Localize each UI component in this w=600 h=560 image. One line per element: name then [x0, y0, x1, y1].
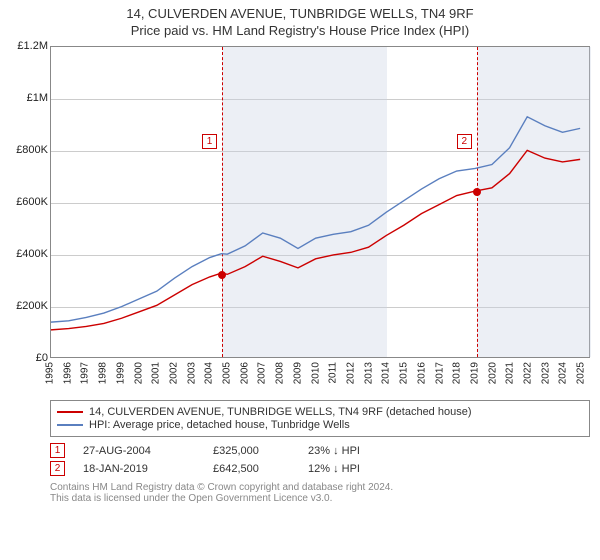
transaction-badge: 1 — [202, 134, 217, 149]
legend-label-price-paid: 14, CULVERDEN AVENUE, TUNBRIDGE WELLS, T… — [89, 406, 472, 418]
y-tick-label: £1M — [10, 92, 48, 104]
x-tick-label: 2024 — [558, 362, 569, 384]
legend: 14, CULVERDEN AVENUE, TUNBRIDGE WELLS, T… — [50, 400, 590, 437]
y-tick-label: £0 — [10, 352, 48, 364]
footer-line1: Contains HM Land Registry data © Crown c… — [50, 482, 590, 493]
y-tick-label: £400K — [10, 248, 48, 260]
plot-area: 12 — [50, 46, 590, 358]
x-tick-label: 2002 — [168, 362, 179, 384]
x-tick-label: 2008 — [275, 362, 286, 384]
line-svg — [51, 47, 589, 357]
x-tick-label: 2020 — [487, 362, 498, 384]
y-tick-label: £200K — [10, 300, 48, 312]
footer-line2: This data is licensed under the Open Gov… — [50, 493, 590, 504]
series-hpi — [51, 117, 580, 322]
x-tick-label: 2015 — [399, 362, 410, 384]
table-row: 1 27-AUG-2004 £325,000 23% ↓ HPI — [50, 443, 590, 458]
x-tick-label: 2017 — [434, 362, 445, 384]
chart-title-line1: 14, CULVERDEN AVENUE, TUNBRIDGE WELLS, T… — [0, 6, 600, 21]
chart-title-block: 14, CULVERDEN AVENUE, TUNBRIDGE WELLS, T… — [0, 0, 600, 38]
x-tick-label: 1999 — [115, 362, 126, 384]
x-tick-label: 2016 — [416, 362, 427, 384]
legend-swatch-price-paid — [57, 411, 83, 413]
table-row: 2 18-JAN-2019 £642,500 12% ↓ HPI — [50, 461, 590, 476]
transaction-dot — [473, 188, 481, 196]
chart-container: £0£200K£400K£600K£800K£1M£1.2M 12 199519… — [10, 46, 590, 396]
tx-diff: 23% ↓ HPI — [308, 445, 388, 457]
x-tick-label: 2006 — [239, 362, 250, 384]
transactions-table: 1 27-AUG-2004 £325,000 23% ↓ HPI 2 18-JA… — [50, 443, 590, 476]
x-tick-label: 2018 — [452, 362, 463, 384]
x-tick-label: 2005 — [222, 362, 233, 384]
x-tick-label: 2011 — [328, 362, 339, 384]
tx-price: £642,500 — [213, 463, 308, 475]
legend-swatch-hpi — [57, 424, 83, 426]
tx-date: 18-JAN-2019 — [83, 463, 213, 475]
y-tick-label: £600K — [10, 196, 48, 208]
x-tick-label: 2019 — [469, 362, 480, 384]
x-tick-label: 2004 — [204, 362, 215, 384]
footer-attribution: Contains HM Land Registry data © Crown c… — [50, 482, 590, 504]
legend-row: HPI: Average price, detached house, Tunb… — [57, 419, 583, 431]
tx-diff: 12% ↓ HPI — [308, 463, 388, 475]
tx-badge-1: 1 — [50, 443, 65, 458]
y-tick-label: £800K — [10, 144, 48, 156]
tx-price: £325,000 — [213, 445, 308, 457]
x-tick-label: 2022 — [523, 362, 534, 384]
legend-label-hpi: HPI: Average price, detached house, Tunb… — [89, 419, 350, 431]
x-tick-label: 2013 — [363, 362, 374, 384]
x-axis-labels: 1995199619971998199920002001200220032004… — [50, 358, 590, 396]
x-tick-label: 2009 — [292, 362, 303, 384]
transaction-badge: 2 — [457, 134, 472, 149]
x-tick-label: 1998 — [98, 362, 109, 384]
x-tick-label: 2000 — [133, 362, 144, 384]
x-tick-label: 2014 — [381, 362, 392, 384]
x-tick-label: 2023 — [540, 362, 551, 384]
x-tick-label: 2001 — [151, 362, 162, 384]
y-tick-label: £1.2M — [10, 40, 48, 52]
x-tick-label: 1995 — [45, 362, 56, 384]
x-tick-label: 2007 — [257, 362, 268, 384]
x-tick-label: 2021 — [505, 362, 516, 384]
tx-badge-2: 2 — [50, 461, 65, 476]
x-tick-label: 2010 — [310, 362, 321, 384]
x-tick-label: 2025 — [576, 362, 587, 384]
x-tick-label: 2012 — [345, 362, 356, 384]
x-tick-label: 1997 — [80, 362, 91, 384]
chart-title-line2: Price paid vs. HM Land Registry's House … — [0, 23, 600, 38]
legend-row: 14, CULVERDEN AVENUE, TUNBRIDGE WELLS, T… — [57, 406, 583, 418]
x-tick-label: 2003 — [186, 362, 197, 384]
transaction-dot — [218, 271, 226, 279]
x-tick-label: 1996 — [62, 362, 73, 384]
tx-date: 27-AUG-2004 — [83, 445, 213, 457]
